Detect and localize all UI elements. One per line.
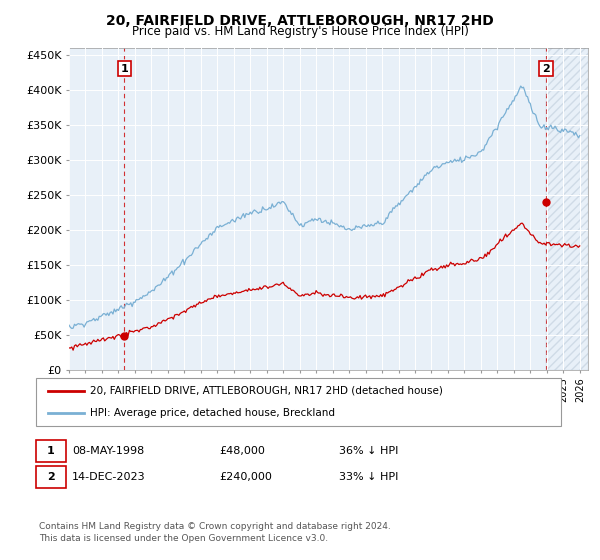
Text: 08-MAY-1998: 08-MAY-1998 <box>72 446 144 456</box>
Text: HPI: Average price, detached house, Breckland: HPI: Average price, detached house, Brec… <box>90 408 335 418</box>
Text: 14-DEC-2023: 14-DEC-2023 <box>72 472 146 482</box>
Text: £240,000: £240,000 <box>219 472 272 482</box>
Text: Price paid vs. HM Land Registry's House Price Index (HPI): Price paid vs. HM Land Registry's House … <box>131 25 469 38</box>
Text: 20, FAIRFIELD DRIVE, ATTLEBOROUGH, NR17 2HD (detached house): 20, FAIRFIELD DRIVE, ATTLEBOROUGH, NR17 … <box>90 386 443 396</box>
Text: 33% ↓ HPI: 33% ↓ HPI <box>339 472 398 482</box>
Text: 36% ↓ HPI: 36% ↓ HPI <box>339 446 398 456</box>
Text: 1: 1 <box>121 64 128 73</box>
Text: 1: 1 <box>47 446 55 456</box>
Text: 20, FAIRFIELD DRIVE, ATTLEBOROUGH, NR17 2HD: 20, FAIRFIELD DRIVE, ATTLEBOROUGH, NR17 … <box>106 14 494 28</box>
Text: Contains HM Land Registry data © Crown copyright and database right 2024.
This d: Contains HM Land Registry data © Crown c… <box>39 522 391 543</box>
Text: 2: 2 <box>542 64 550 73</box>
Text: 2: 2 <box>47 472 55 482</box>
Text: £48,000: £48,000 <box>219 446 265 456</box>
